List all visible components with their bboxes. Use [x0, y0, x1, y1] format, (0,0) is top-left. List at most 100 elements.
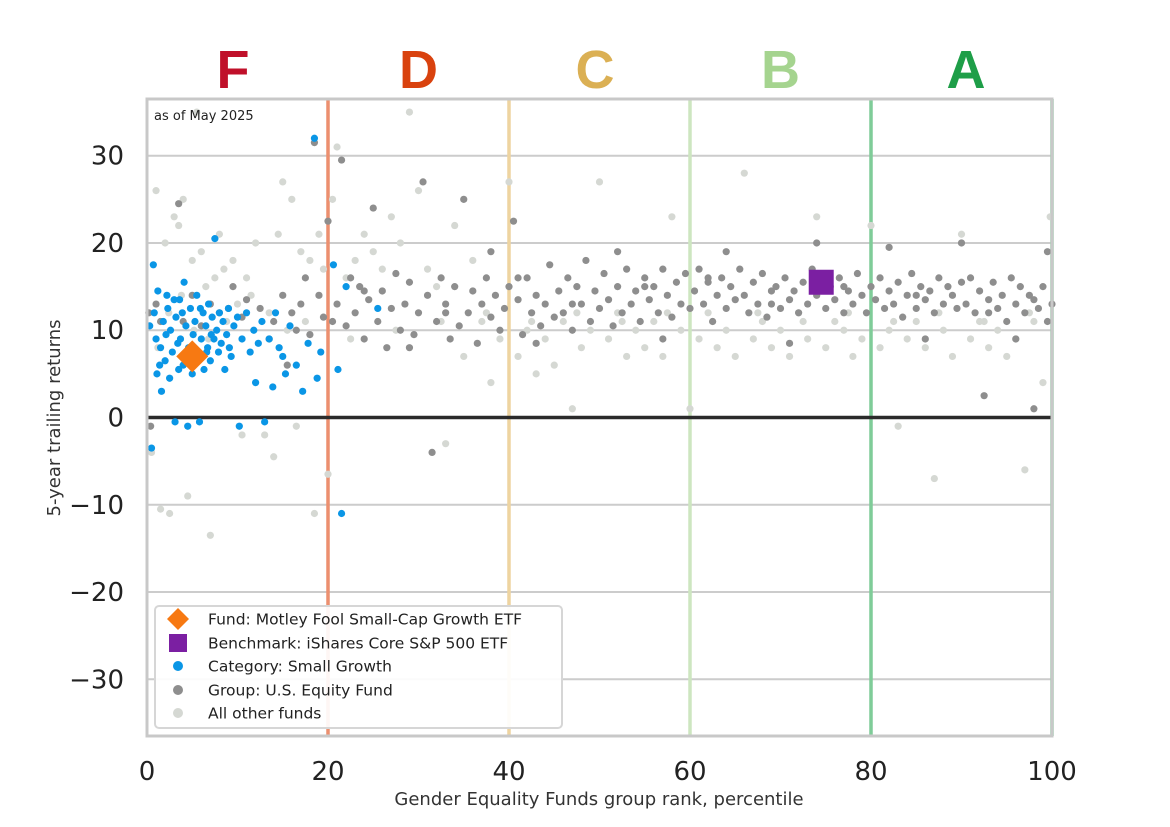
scatter-point: [487, 248, 495, 256]
scatter-point: [686, 405, 694, 413]
scatter-point: [1021, 309, 1029, 317]
scatter-point: [831, 296, 839, 304]
scatter-point: [704, 274, 712, 282]
scatter-point: [270, 453, 278, 461]
scatter-point: [286, 322, 294, 330]
scatter-point: [849, 300, 857, 308]
scatter-point: [1012, 300, 1020, 308]
scatter-point: [292, 326, 300, 334]
scatter-point: [948, 352, 957, 361]
scatter-point: [944, 283, 952, 291]
scatter-point: [695, 335, 703, 343]
x-tick-labels: 0 20 40 60 80 100: [139, 757, 1077, 787]
scatter-point: [396, 239, 404, 247]
scatter-point: [749, 335, 757, 343]
legend: Fund: Motley Fool Small-Cap Growth ETF Be…: [154, 605, 563, 729]
scatter-point: [541, 335, 549, 343]
scatter-point: [288, 195, 296, 203]
scatter-point: [876, 344, 884, 352]
scatter-point: [849, 352, 857, 361]
scatter-point: [985, 296, 993, 304]
scatter-point: [356, 283, 364, 291]
x-tick-label: 60: [673, 757, 706, 787]
y-axis-label: 5-year trailing returns: [44, 320, 65, 517]
scatter-point: [279, 178, 287, 186]
scatter-point: [279, 352, 287, 361]
scatter-point: [966, 274, 975, 282]
y-tick-label: 0: [107, 404, 124, 434]
scatter-point: [166, 509, 174, 518]
scatter-point: [1025, 291, 1033, 299]
legend-entry: Category: Small Growth: [173, 658, 392, 676]
scatter-point: [193, 291, 201, 299]
scatter-point: [392, 269, 400, 278]
scatter-point: [998, 291, 1006, 299]
scatter-point: [215, 309, 223, 317]
scatter-point: [156, 361, 164, 369]
scatter-point: [383, 344, 391, 352]
scatter-point: [261, 418, 269, 426]
scatter-point: [175, 296, 184, 304]
scatter-point: [948, 291, 957, 299]
scatter-point: [288, 309, 296, 317]
scatter-point: [229, 256, 237, 265]
scatter-point: [347, 335, 355, 343]
scatter-point: [265, 309, 273, 317]
scatter-point: [351, 309, 359, 317]
x-tick-label: 100: [1027, 757, 1077, 787]
scatter-point: [699, 300, 708, 308]
scatter-point: [301, 317, 309, 326]
scatter-point: [568, 405, 576, 413]
scatter-point: [645, 296, 653, 304]
scatter-point: [704, 309, 712, 317]
scatter-point: [271, 309, 280, 317]
scatter-point: [1021, 466, 1029, 474]
scatter-point: [460, 195, 468, 203]
scatter-point: [147, 444, 156, 452]
scatter-point: [230, 322, 238, 330]
scatter-point: [482, 309, 490, 317]
scatter-point: [840, 283, 848, 291]
scatter-point: [731, 352, 739, 361]
scatter-point: [840, 326, 848, 334]
scatter-point: [781, 274, 789, 282]
scatter-point: [528, 309, 536, 317]
scatter-point: [328, 317, 337, 326]
scatter-point: [641, 344, 649, 352]
scatter-point: [317, 348, 325, 356]
scatter-point: [541, 300, 549, 308]
legend-marker: [173, 685, 183, 695]
scatter-point: [831, 317, 839, 326]
scatter-point: [921, 335, 929, 343]
scatter-point: [319, 265, 328, 273]
scatter-point: [460, 352, 468, 361]
scatter-point: [184, 492, 192, 500]
legend-box: [154, 605, 563, 729]
scatter-point: [840, 309, 848, 317]
scatter-point: [204, 300, 213, 308]
scatter-point: [369, 248, 377, 256]
scatter-point: [233, 300, 242, 308]
scatter-point: [496, 335, 504, 343]
scatter-point: [189, 331, 197, 339]
scatter-point: [246, 348, 254, 356]
grade-label: C: [575, 40, 614, 100]
legend-label: Benchmark: iShares Core S&P 500 ETF: [208, 635, 508, 653]
scatter-point: [546, 261, 554, 269]
scatter-point: [614, 248, 622, 256]
scatter-point: [414, 309, 423, 317]
scatter-point: [188, 256, 196, 265]
scatter-point: [822, 304, 830, 313]
scatter-point: [225, 344, 233, 352]
scatter-point: [150, 309, 158, 317]
scatter-point: [921, 344, 929, 352]
scatter-point: [595, 178, 604, 186]
scatter-point: [767, 287, 776, 295]
scatter-point: [894, 422, 902, 430]
scatter-point: [713, 344, 721, 352]
scatter-point: [939, 300, 948, 308]
scatter-point: [885, 326, 893, 334]
scatter-point: [217, 339, 225, 347]
scatter-point: [758, 317, 767, 326]
scatter-point: [250, 326, 258, 334]
